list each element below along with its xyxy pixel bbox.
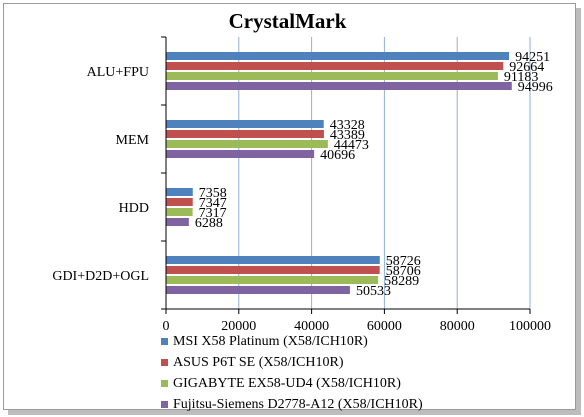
legend-swatch-fujitsu xyxy=(161,401,168,408)
bar xyxy=(166,62,504,70)
data-label: 43328 xyxy=(330,118,365,133)
bar xyxy=(166,208,193,216)
data-label: 94996 xyxy=(518,80,553,95)
bar xyxy=(166,198,193,206)
bar xyxy=(166,266,380,274)
x-tick-label: 0 xyxy=(163,319,170,334)
bar xyxy=(166,276,379,284)
data-label: 40696 xyxy=(320,148,355,163)
data-label: 44473 xyxy=(334,138,369,153)
chart-frame xyxy=(3,3,576,410)
bar xyxy=(166,188,193,196)
legend-label-gigabyte: GIGABYTE EX58-UD4 (X58/ICH10R) xyxy=(173,376,401,391)
data-label: 7358 xyxy=(199,186,227,201)
legend: MSI X58 Platinum (X58/ICH10R) ASUS P6T S… xyxy=(161,331,541,415)
legend-item-gigabyte: GIGABYTE EX58-UD4 (X58/ICH10R) xyxy=(161,373,541,394)
bar xyxy=(166,120,324,128)
bar xyxy=(166,52,510,60)
bar xyxy=(166,256,380,264)
legend-item-fujitsu: Fujitsu-Siemens D2778-A12 (X58/ICH10R) xyxy=(161,394,541,415)
legend-swatch-asus xyxy=(161,359,168,366)
x-tick-label: 80000 xyxy=(440,319,475,334)
legend-swatch-gigabyte xyxy=(161,380,168,387)
bar xyxy=(166,82,512,90)
data-label: 92664 xyxy=(509,60,544,75)
legend-item-asus: ASUS P6T SE (X58/ICH10R) xyxy=(161,352,541,373)
legend-label-asus: ASUS P6T SE (X58/ICH10R) xyxy=(173,355,344,370)
data-label: 58706 xyxy=(386,264,421,279)
data-label: 58726 xyxy=(386,254,421,269)
bar xyxy=(166,218,189,226)
chart-title: CrystalMark xyxy=(228,9,347,33)
data-label: 58289 xyxy=(384,274,419,289)
category-label: HDD xyxy=(119,201,149,216)
x-tick-label: 100000 xyxy=(509,319,551,334)
bar xyxy=(166,72,498,80)
legend-item-msi: MSI X58 Platinum (X58/ICH10R) xyxy=(161,331,541,352)
category-label: MEM xyxy=(116,133,150,148)
bar xyxy=(166,140,328,148)
category-label: ALU+FPU xyxy=(87,65,149,80)
data-label: 91183 xyxy=(504,70,538,85)
data-label: 7347 xyxy=(199,196,227,211)
bar xyxy=(166,150,315,158)
category-label: GDI+D2D+OGL xyxy=(52,269,149,284)
data-label: 7317 xyxy=(199,206,227,221)
bar xyxy=(166,130,324,138)
data-label: 94251 xyxy=(515,50,550,65)
legend-label-msi: MSI X58 Platinum (X58/ICH10R) xyxy=(173,334,368,349)
data-label: 43389 xyxy=(330,128,365,143)
data-label: 6288 xyxy=(195,216,223,231)
x-tick-label: 60000 xyxy=(367,319,402,334)
x-tick-label: 20000 xyxy=(221,319,256,334)
x-tick-label: 40000 xyxy=(294,319,329,334)
data-label: 50533 xyxy=(356,284,391,299)
bar xyxy=(166,286,350,294)
legend-swatch-msi xyxy=(161,338,168,345)
legend-label-fujitsu: Fujitsu-Siemens D2778-A12 (X58/ICH10R) xyxy=(173,397,423,412)
